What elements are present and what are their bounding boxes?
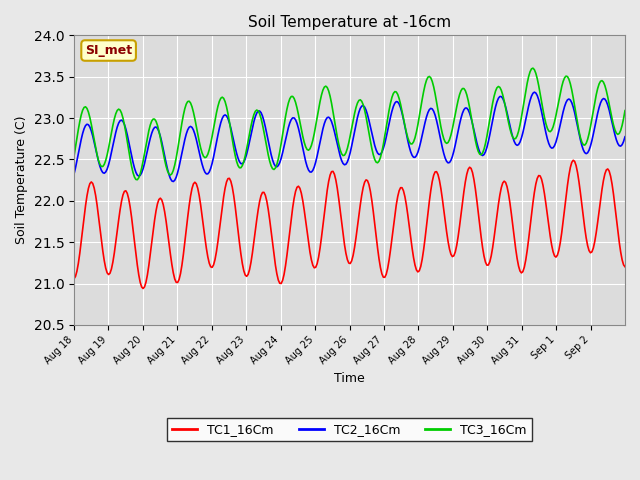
Legend: TC1_16Cm, TC2_16Cm, TC3_16Cm: TC1_16Cm, TC2_16Cm, TC3_16Cm: [167, 418, 532, 441]
TC2_16Cm: [465, 107, 472, 113]
TC2_16Cm: [170, 179, 177, 184]
TC2_16Cm: [70, 171, 78, 177]
TC2_16Cm: [621, 134, 629, 140]
TC3_16Cm: [621, 108, 629, 113]
TC3_16Cm: [355, 97, 363, 103]
TC3_16Cm: [70, 153, 78, 159]
TC1_16Cm: [621, 264, 629, 270]
TC3_16Cm: [134, 177, 141, 182]
Line: TC1_16Cm: TC1_16Cm: [74, 160, 625, 288]
TC1_16Cm: [620, 262, 627, 268]
TC2_16Cm: [89, 133, 97, 139]
TC2_16Cm: [355, 109, 363, 115]
TC3_16Cm: [89, 129, 97, 135]
TC3_16Cm: [529, 65, 537, 71]
Line: TC2_16Cm: TC2_16Cm: [74, 92, 625, 181]
TC2_16Cm: [106, 156, 114, 162]
Text: SI_met: SI_met: [85, 44, 132, 57]
Line: TC3_16Cm: TC3_16Cm: [74, 68, 625, 180]
TC3_16Cm: [465, 97, 472, 103]
TC2_16Cm: [620, 139, 627, 144]
Y-axis label: Soil Temperature (C): Soil Temperature (C): [15, 116, 28, 244]
TC1_16Cm: [547, 233, 554, 239]
TC1_16Cm: [355, 213, 363, 218]
TC3_16Cm: [106, 138, 114, 144]
TC2_16Cm: [548, 145, 556, 151]
TC1_16Cm: [465, 167, 472, 172]
TC1_16Cm: [106, 270, 114, 276]
TC1_16Cm: [140, 286, 147, 291]
TC3_16Cm: [620, 116, 627, 121]
TC1_16Cm: [570, 157, 577, 163]
TC1_16Cm: [89, 180, 97, 186]
TC2_16Cm: [531, 89, 538, 95]
X-axis label: Time: Time: [334, 372, 365, 384]
TC3_16Cm: [548, 127, 556, 133]
Title: Soil Temperature at -16cm: Soil Temperature at -16cm: [248, 15, 451, 30]
TC1_16Cm: [70, 276, 78, 282]
